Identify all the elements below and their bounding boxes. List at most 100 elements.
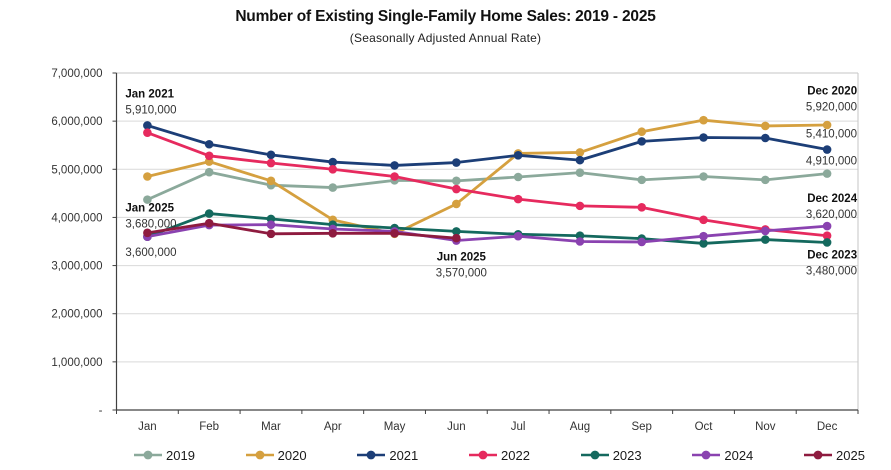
series-2021-point: [575, 155, 585, 165]
series-2024-point: [513, 231, 523, 241]
legend-marker-icon: [580, 450, 609, 460]
legend-marker-icon: [692, 450, 721, 460]
legend: 2019 2020 2021 2022 2023 2024 2025: [133, 444, 865, 466]
annotation-value: 3,570,000: [436, 268, 487, 280]
series-2022-point: [699, 215, 708, 225]
annotation-value: 3,600,000: [125, 247, 176, 259]
x-tick-label: Dec: [817, 421, 838, 433]
series-2023-point: [822, 238, 832, 247]
series-2019-point: [575, 168, 585, 177]
series-2025-point: [390, 229, 399, 238]
legend-label: 2022: [501, 447, 530, 463]
series-2021-line: [145, 124, 829, 167]
series-2019-point: [513, 172, 523, 182]
legend-marker-icon: [134, 450, 162, 460]
series-2025-point: [204, 218, 214, 228]
series-2022-point: [452, 184, 461, 194]
series-2019-line: [145, 170, 829, 202]
x-tick-label: Feb: [199, 421, 219, 433]
series-2024-point: [761, 226, 770, 236]
annotation-label: Jan 2025: [125, 203, 174, 215]
legend-item-2025: 2025: [803, 448, 865, 463]
x-tick-label: Nov: [755, 421, 776, 433]
series-2021-point: [452, 158, 461, 167]
y-tick-label: 3,000,000: [51, 261, 102, 273]
legend-marker-icon: [357, 450, 386, 460]
legend-item-2020: 2020: [245, 448, 307, 463]
annotation-label: Dec 2024: [807, 193, 857, 205]
x-tick-label: Mar: [261, 421, 281, 433]
series-2025: [143, 218, 461, 243]
series-2025-point: [143, 228, 152, 238]
series-2019-point: [637, 175, 647, 185]
series-2024-point: [266, 220, 276, 229]
y-tick-label: 1,000,000: [51, 357, 102, 369]
series-2022-point: [822, 231, 832, 241]
series-2024: [143, 220, 832, 247]
series-2020-point: [822, 120, 832, 130]
legend-item-2019: 2019: [133, 448, 195, 463]
gridlines: [116, 72, 859, 410]
series-2023-point: [452, 227, 461, 236]
series-2022-point: [143, 128, 152, 137]
series-2020-point: [143, 172, 152, 181]
legend-item-2022: 2022: [468, 448, 530, 463]
series-2021-point: [761, 133, 770, 143]
x-tick-label: Apr: [324, 421, 342, 433]
series-2020-point: [761, 121, 770, 131]
series-2024-point: [575, 237, 585, 246]
chart-title: Number of Existing Single-Family Home Sa…: [235, 8, 656, 25]
series-2020-point: [266, 176, 276, 186]
series-2022-point: [513, 194, 523, 204]
y-tick-label: 2,000,000: [51, 309, 102, 321]
series-2023-point: [204, 209, 214, 218]
series-2019-point: [204, 167, 214, 177]
series-2020-line: [145, 118, 829, 236]
y-tick-label: 4,000,000: [51, 212, 102, 224]
annotation-label: Jan 2021: [125, 88, 174, 100]
series-2021-point: [390, 161, 399, 170]
series-2020-point: [575, 148, 585, 157]
series-2019-point: [452, 176, 461, 186]
y-tick-label: -: [99, 405, 103, 417]
annotation-value: 4,910,000: [806, 155, 857, 167]
legend-item-2023: 2023: [580, 448, 642, 463]
legend-item-2021: 2021: [356, 448, 418, 463]
series-2020: [143, 115, 832, 239]
series-2024-line: [145, 223, 829, 244]
series-2021: [143, 121, 832, 170]
series-2022-point: [328, 164, 338, 174]
series-2023-point: [761, 235, 770, 244]
legend-marker-icon: [804, 450, 833, 460]
series-2019-point: [822, 169, 832, 178]
axis-lines: [115, 73, 858, 411]
series-2021-point: [266, 150, 276, 160]
series-2025-line: [145, 221, 458, 240]
annotation-value: 5,910,000: [125, 104, 176, 116]
series-2019-point: [699, 172, 708, 181]
series-2025-point: [452, 233, 461, 243]
series-2021-point: [513, 151, 523, 160]
series-2021-point: [822, 145, 832, 154]
series-2023-line: [145, 212, 829, 245]
series-2022-point: [204, 151, 214, 161]
series-2022-point: [266, 158, 276, 168]
annotation-value: 3,480,000: [806, 265, 857, 277]
series-2024-point: [699, 231, 708, 241]
x-tick-label: Oct: [695, 421, 714, 433]
legend-label: 2021: [389, 447, 419, 463]
series-2022-point: [390, 172, 399, 181]
series-2019-point: [761, 175, 770, 185]
legend-label: 2023: [612, 447, 642, 463]
x-tick-label: Jan: [138, 421, 157, 433]
y-tick-label: 5,000,000: [51, 164, 102, 176]
x-tick-label: May: [384, 421, 406, 433]
series-2021-point: [637, 137, 647, 146]
annotation-value: 5,920,000: [806, 102, 857, 114]
series-2021-point: [143, 121, 152, 130]
series-2022-point: [637, 203, 647, 212]
series-2019-point: [328, 183, 338, 192]
series-2021-point: [204, 139, 214, 149]
annotation-label: Jun 2025: [437, 252, 487, 264]
